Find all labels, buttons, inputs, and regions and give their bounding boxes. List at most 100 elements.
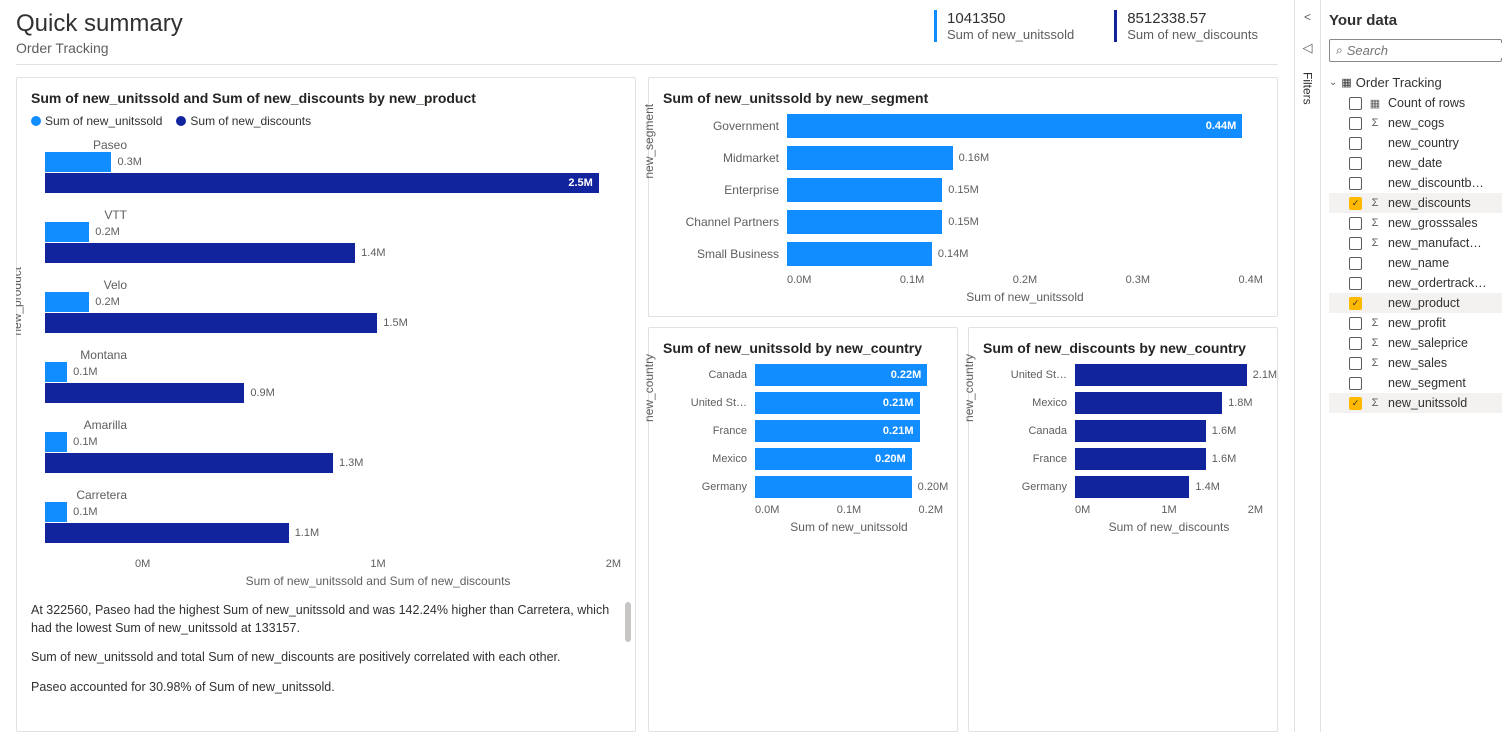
category-label: Germany — [677, 481, 755, 493]
bar-track: 0.21M — [755, 392, 943, 414]
field-item[interactable]: Σnew_manufact… — [1329, 233, 1502, 253]
bar-fill[interactable]: 2.1M — [1075, 364, 1247, 386]
field-checkbox[interactable] — [1349, 177, 1362, 190]
bar-fill[interactable]: 1.6M — [1075, 448, 1206, 470]
bar-fill[interactable]: 2.5M — [45, 173, 599, 193]
field-checkbox[interactable] — [1349, 277, 1362, 290]
bar-row: France0.21M — [677, 420, 943, 442]
chart-card-segment[interactable]: Sum of new_unitssold by new_segment new_… — [648, 77, 1278, 317]
bar-fill[interactable]: 0.20M — [755, 476, 912, 498]
bar-fill[interactable]: 1.3M — [45, 453, 333, 473]
field-item[interactable]: Σnew_profit — [1329, 313, 1502, 333]
x-axis-ticks: 0M1M2M — [135, 558, 621, 570]
chart-card-product[interactable]: Sum of new_unitssold and Sum of new_disc… — [16, 77, 636, 732]
field-checkbox[interactable] — [1349, 337, 1362, 350]
field-item[interactable]: ✓Σnew_discounts — [1329, 193, 1502, 213]
bookmark-icon[interactable]: ◁ — [1303, 40, 1313, 56]
bar-fill[interactable]: 0.3M — [45, 152, 111, 172]
bar-fill[interactable]: 0.2M — [45, 222, 89, 242]
bar-fill[interactable]: 0.20M — [755, 448, 912, 470]
bar-fill[interactable]: 1.6M — [1075, 420, 1206, 442]
scrollbar-thumb[interactable] — [625, 602, 631, 642]
field-checkbox[interactable] — [1349, 377, 1362, 390]
field-checkbox[interactable] — [1349, 157, 1362, 170]
bar-fill[interactable]: 0.21M — [755, 420, 920, 442]
field-item[interactable]: new_ordertrack… — [1329, 273, 1502, 293]
search-input[interactable] — [1347, 43, 1510, 58]
bar-fill[interactable]: 0.14M — [787, 242, 932, 266]
chart-body: new_country Canada0.22MUnited St…0.21MFr… — [663, 364, 943, 534]
field-tree: ⌄ ▦ Order Tracking ▦Count of rowsΣnew_co… — [1329, 72, 1502, 413]
field-list: ▦Count of rowsΣnew_cogsnew_countrynew_da… — [1329, 93, 1502, 413]
bar-fill[interactable]: 0.1M — [45, 432, 67, 452]
field-checkbox[interactable]: ✓ — [1349, 197, 1362, 210]
field-item[interactable]: new_country — [1329, 133, 1502, 153]
field-checkbox[interactable]: ✓ — [1349, 397, 1362, 410]
field-checkbox[interactable] — [1349, 357, 1362, 370]
field-item[interactable]: Σnew_sales — [1329, 353, 1502, 373]
bar-group: Carretera0.1M1.1M — [45, 488, 621, 544]
kpi-card[interactable]: 1041350 Sum of new_unitssold — [934, 10, 1074, 42]
bar-fill[interactable]: 0.22M — [755, 364, 927, 386]
field-checkbox[interactable] — [1349, 117, 1362, 130]
legend-item[interactable]: Sum of new_discounts — [176, 114, 311, 128]
chart-card-disc-country[interactable]: Sum of new_discounts by new_country new_… — [968, 327, 1278, 732]
table-node[interactable]: ⌄ ▦ Order Tracking — [1329, 72, 1502, 93]
field-item[interactable]: Σnew_grosssales — [1329, 213, 1502, 233]
field-checkbox[interactable] — [1349, 257, 1362, 270]
search-box[interactable]: ⌕ — [1329, 39, 1502, 62]
header-titles: Quick summary Order Tracking — [16, 10, 183, 56]
chart-body: new_product Paseo0.3M2.5MVTT0.2M1.4MVelo… — [31, 138, 621, 588]
category-label: Enterprise — [677, 183, 787, 197]
bar-value: 0.9M — [250, 387, 274, 399]
field-item[interactable]: new_discountb… — [1329, 173, 1502, 193]
bar-fill[interactable]: 0.21M — [755, 392, 920, 414]
bar-fill[interactable]: 0.2M — [45, 292, 89, 312]
field-checkbox[interactable] — [1349, 317, 1362, 330]
bar-value: 1.1M — [295, 527, 319, 539]
bar-fill[interactable]: 0.1M — [45, 502, 67, 522]
bar-value: 0.1M — [73, 366, 97, 378]
bar-fill[interactable]: 0.15M — [787, 210, 942, 234]
field-checkbox[interactable] — [1349, 137, 1362, 150]
axis-tick: 1M — [370, 558, 385, 570]
kpi-card[interactable]: 8512338.57 Sum of new_discounts — [1114, 10, 1258, 42]
bar-fill[interactable]: 0.15M — [787, 178, 942, 202]
field-item[interactable]: Σnew_cogs — [1329, 113, 1502, 133]
field-item[interactable]: new_name — [1329, 253, 1502, 273]
field-item[interactable]: new_date — [1329, 153, 1502, 173]
field-checkbox[interactable] — [1349, 97, 1362, 110]
bar-fill[interactable]: 1.5M — [45, 313, 377, 333]
x-axis-ticks: 0.0M0.1M0.2M0.3M0.4M — [787, 274, 1263, 286]
bar-fill[interactable]: 0.9M — [45, 383, 244, 403]
kpi-label: Sum of new_unitssold — [947, 27, 1074, 42]
filters-label[interactable]: Filters — [1301, 72, 1315, 105]
field-item[interactable]: ▦Count of rows — [1329, 93, 1502, 113]
category-label: Germany — [997, 481, 1075, 493]
bar-fill[interactable]: 0.16M — [787, 146, 953, 170]
bar-fill[interactable]: 1.1M — [45, 523, 289, 543]
chart-card-units-country[interactable]: Sum of new_unitssold by new_country new_… — [648, 327, 958, 732]
bar-fill[interactable]: 0.44M — [787, 114, 1242, 138]
collapse-chevron-icon[interactable]: < — [1304, 10, 1311, 24]
bar-fill[interactable]: 0.1M — [45, 362, 67, 382]
bar-fill[interactable]: 1.8M — [1075, 392, 1222, 414]
field-checkbox[interactable] — [1349, 237, 1362, 250]
axis-tick: 2M — [606, 558, 621, 570]
field-checkbox[interactable]: ✓ — [1349, 297, 1362, 310]
field-item[interactable]: Σnew_saleprice — [1329, 333, 1502, 353]
bar-row: Germany1.4M — [997, 476, 1263, 498]
field-item[interactable]: new_segment — [1329, 373, 1502, 393]
chart-legend[interactable]: Sum of new_unitssold Sum of new_discounts — [31, 114, 621, 128]
bar-fill[interactable]: 1.4M — [1075, 476, 1189, 498]
field-item[interactable]: ✓new_product — [1329, 293, 1502, 313]
hbar-chart: Paseo0.3M2.5MVTT0.2M1.4MVelo0.2M1.5MMont… — [45, 138, 621, 544]
field-checkbox[interactable] — [1349, 217, 1362, 230]
bar-track: 0.44M — [787, 114, 1263, 138]
legend-item[interactable]: Sum of new_unitssold — [31, 114, 162, 128]
field-item[interactable]: ✓Σnew_unitssold — [1329, 393, 1502, 413]
legend-dot-icon — [31, 116, 41, 126]
bar-fill[interactable]: 1.4M — [45, 243, 355, 263]
bar-value: 0.22M — [891, 369, 922, 381]
y-axis-label: new_segment — [642, 104, 656, 179]
